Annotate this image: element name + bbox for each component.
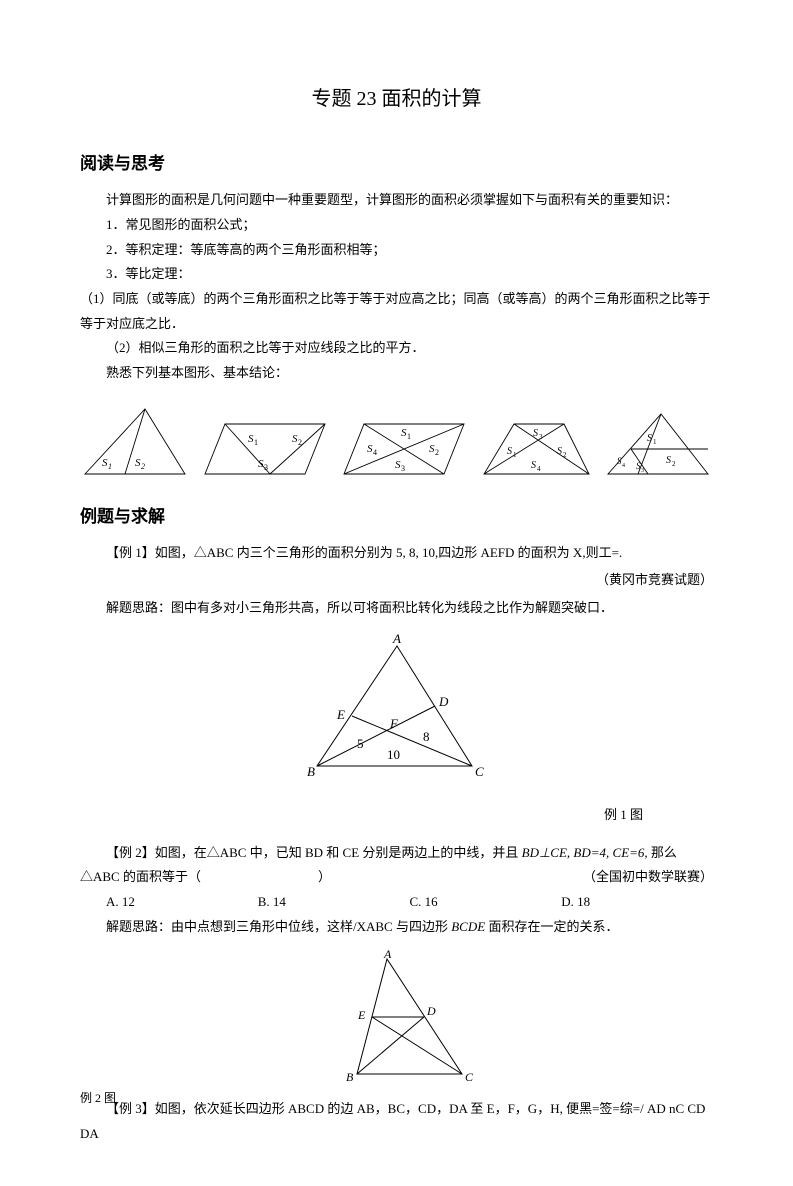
svg-text:A: A xyxy=(383,949,392,961)
svg-text:3: 3 xyxy=(264,463,268,472)
ex2-text-a: 【例 2】如图，在△ABC 中，已知 BD 和 CE 分别是两边上的中线，并且 xyxy=(106,845,522,860)
ex2-caption: 例 2 图 xyxy=(80,1087,116,1110)
svg-text:3: 3 xyxy=(401,464,405,473)
diagram-2: S1 S2 S3 xyxy=(200,414,330,479)
svg-text:S: S xyxy=(557,446,562,457)
ex2-hint: 解题思路：由中点想到三角形中位线，这样/XABC 与四边形 BCDE 面积存在一… xyxy=(80,915,713,940)
svg-text:S: S xyxy=(666,455,671,466)
svg-text:F: F xyxy=(389,716,399,731)
svg-text:D: D xyxy=(438,694,449,709)
ex1-source: （黄冈市竞赛试题） xyxy=(80,568,713,593)
svg-text:5: 5 xyxy=(357,736,364,751)
svg-text:10: 10 xyxy=(387,747,400,762)
ex1-text: 【例 1】如图，△ABC 内三个三角形的面积分别为 5, 8, 10,四边形 A… xyxy=(80,541,713,566)
ex2-text: 【例 2】如图，在△ABC 中，已知 BD 和 CE 分别是两边上的中线，并且 … xyxy=(80,841,713,890)
section-examples-heading: 例题与求解 xyxy=(80,501,713,533)
list-item-3: 3．等比定理： xyxy=(80,262,713,287)
svg-text:B: B xyxy=(307,764,315,779)
option-a: A. 12 xyxy=(106,890,258,915)
diagram-1: S 1 S 2 xyxy=(80,404,190,479)
svg-text:S: S xyxy=(533,428,538,439)
ex2-hint-c: 面积存在一定的关系． xyxy=(485,919,618,934)
ex1-caption: 例 1 图 xyxy=(80,803,713,828)
svg-text:3: 3 xyxy=(539,433,543,441)
ex1-hint: 解题思路：图中有多对小三角形共高，所以可将面积比转化为线段之比作为解题突破口． xyxy=(80,596,713,621)
svg-text:2: 2 xyxy=(435,448,439,457)
ex2-hint-a: 解题思路：由中点想到三角形中位线，这样/XABC 与四边形 xyxy=(106,919,451,934)
svg-text:1: 1 xyxy=(513,451,517,459)
svg-text:E: E xyxy=(336,707,345,722)
rule-1: （1）同底（或等底）的两个三角形面积之比等于等于对应高之比；同高（或等高）的两个… xyxy=(80,287,713,336)
svg-text:B: B xyxy=(346,1070,354,1084)
option-c: C. 16 xyxy=(410,890,562,915)
svg-text:2: 2 xyxy=(563,451,567,459)
svg-text:C: C xyxy=(465,1070,474,1084)
diagram-3: S1 S2 S3 S4 xyxy=(339,414,469,479)
svg-text:4: 4 xyxy=(622,463,625,469)
svg-text:2: 2 xyxy=(672,460,676,468)
svg-text:E: E xyxy=(357,1008,366,1022)
svg-text:2: 2 xyxy=(141,462,145,471)
svg-text:1: 1 xyxy=(653,438,657,446)
ex2-options: A. 12 B. 14 C. 16 D. 18 xyxy=(106,890,713,915)
doc-title: 专题 23 面积的计算 xyxy=(80,80,713,118)
svg-text:2: 2 xyxy=(298,438,302,447)
ex1-figure: A B C E D F 5 8 10 xyxy=(80,631,713,790)
diagram-4: S3 S1 S2 S4 xyxy=(479,414,594,479)
list-item-1: 1．常见图形的面积公式； xyxy=(80,213,713,238)
svg-text:A: A xyxy=(392,631,401,646)
list-item-2: 2．等积定理：等底等高的两个三角形面积相等； xyxy=(80,238,713,263)
note: 熟悉下列基本图形、基本结论： xyxy=(80,361,713,386)
option-d: D. 18 xyxy=(561,890,713,915)
svg-text:1: 1 xyxy=(407,432,411,441)
ex2-figure: A B C D E xyxy=(80,949,713,1093)
svg-text:S: S xyxy=(531,460,536,471)
ex2-source: （全国初中数学联赛） xyxy=(557,865,713,890)
svg-text:S: S xyxy=(647,433,652,444)
svg-text:1: 1 xyxy=(254,438,258,447)
svg-text:3: 3 xyxy=(641,468,644,474)
svg-text:D: D xyxy=(426,1004,436,1018)
intro-paragraph: 计算图形的面积是几何问题中一种重要题型，计算图形的面积必须掌握如下与面积有关的重… xyxy=(80,188,713,213)
rule-2: （2）相似三角形的面积之比等于对应线段之比的平方． xyxy=(80,336,713,361)
svg-text:S: S xyxy=(507,446,512,457)
section-reading-heading: 阅读与思考 xyxy=(80,148,713,180)
svg-text:4: 4 xyxy=(537,465,541,473)
option-b: B. 14 xyxy=(258,890,410,915)
basic-diagrams-row: S 1 S 2 S1 S2 S3 S1 S2 S3 S4 S3 xyxy=(80,404,713,479)
svg-text:1: 1 xyxy=(108,462,112,471)
ex2-text-b: BD⊥CE, BD=4, CE=6, xyxy=(522,845,648,860)
diagram-5: S1 S2 S3 S4 xyxy=(603,409,713,479)
svg-text:8: 8 xyxy=(423,729,430,744)
svg-text:C: C xyxy=(475,764,484,779)
svg-text:4: 4 xyxy=(373,448,377,457)
ex2-hint-b: BCDE xyxy=(451,919,485,934)
